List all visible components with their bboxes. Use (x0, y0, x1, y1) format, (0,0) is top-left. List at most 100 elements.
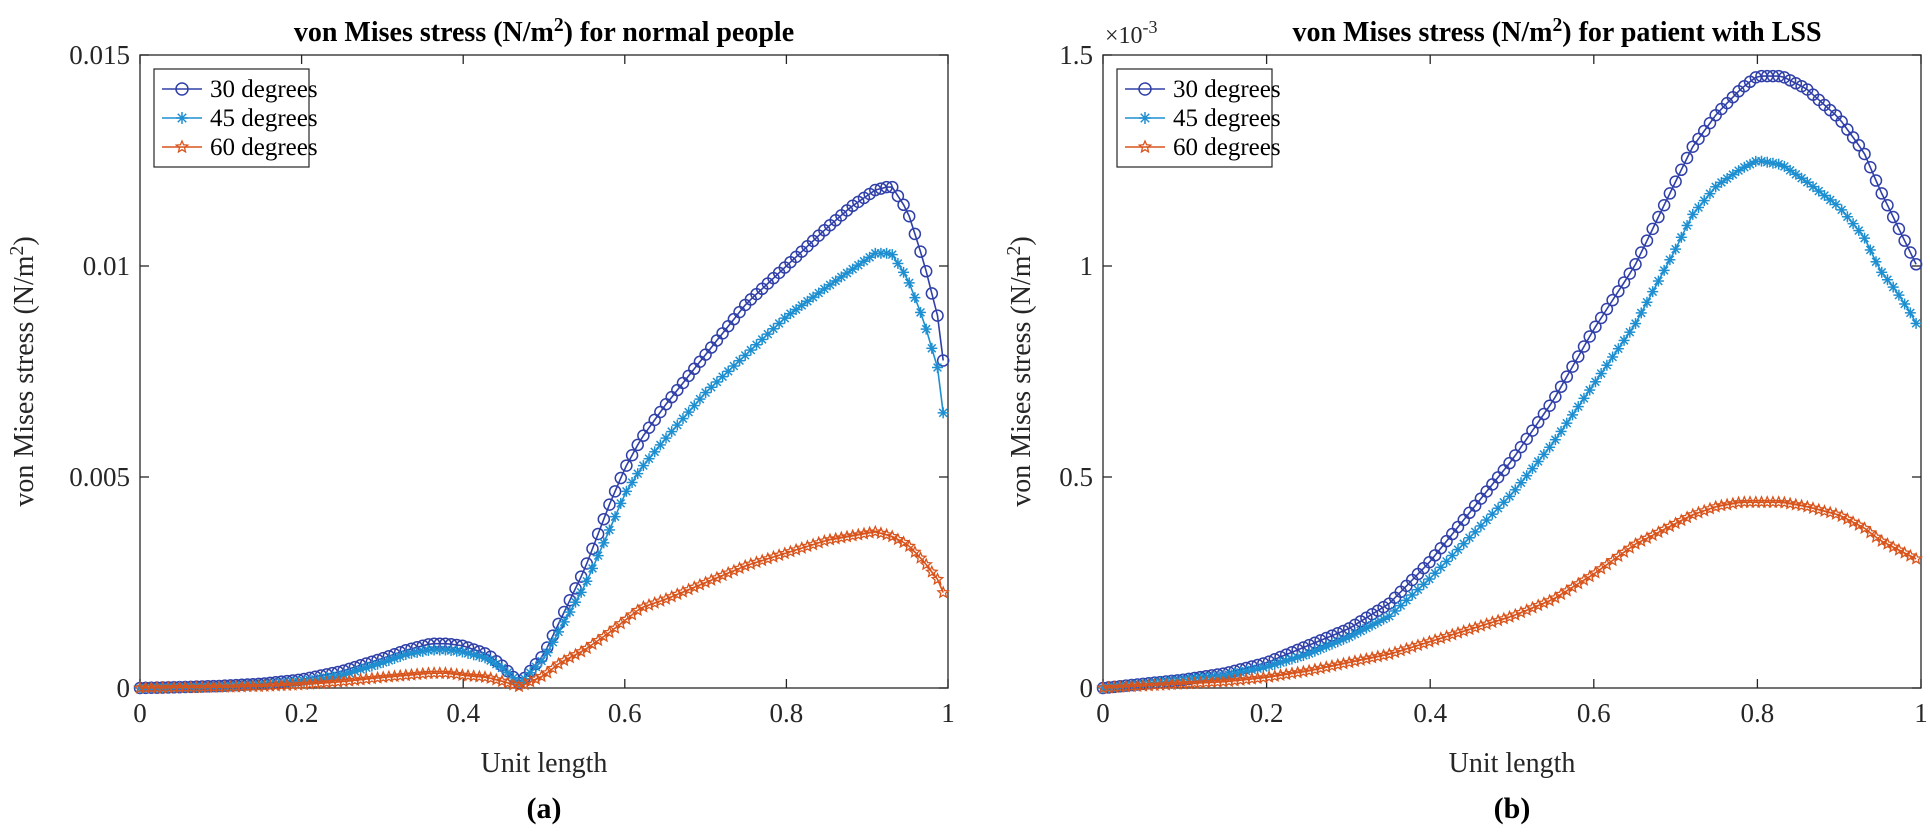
y-axis-multiplier: ×10-3 (1105, 17, 1158, 49)
legend-item: 45 degrees (162, 105, 318, 132)
data-point (1239, 672, 1254, 686)
data-point (1554, 587, 1568, 601)
data-point (721, 565, 736, 579)
data-point (342, 673, 357, 687)
data-point (897, 198, 910, 212)
data-point (1611, 549, 1626, 563)
data-point (1870, 256, 1882, 268)
data-point (681, 582, 696, 596)
data-point (365, 671, 379, 685)
data-point (585, 637, 600, 651)
data-point (1532, 455, 1544, 467)
data-point (902, 539, 916, 553)
data-point (592, 550, 604, 562)
x-tick-label: 1 (1914, 698, 1928, 728)
data-point (647, 595, 662, 609)
data-point (625, 449, 639, 462)
y-tick-label: 0.015 (69, 40, 130, 70)
data-point (1687, 208, 1699, 220)
panel-label: (a) (527, 792, 562, 825)
data-point (579, 641, 594, 655)
data-point (608, 620, 622, 634)
data-point (902, 209, 916, 223)
data-point (1515, 477, 1527, 489)
panel-label: (b) (1494, 792, 1531, 825)
data-point (1348, 654, 1362, 668)
data-point (1670, 243, 1682, 255)
data-point (1537, 407, 1551, 421)
data-point (1286, 653, 1298, 665)
data-point (868, 524, 883, 538)
data-point (1880, 536, 1895, 550)
data-point (767, 323, 779, 335)
y-tick-label: 0.5 (1059, 462, 1093, 492)
series-line (139, 186, 944, 689)
data-point (581, 575, 593, 587)
data-point (1496, 611, 1511, 625)
data-point (1520, 432, 1533, 446)
data-point (1783, 74, 1797, 87)
data-point (1903, 548, 1918, 562)
data-point (366, 660, 378, 672)
data-point (1382, 647, 1397, 661)
data-point (794, 540, 809, 554)
data-point (1864, 244, 1876, 256)
data-point (1600, 302, 1614, 316)
data-point (1646, 222, 1659, 236)
data-point (613, 616, 628, 630)
data-point (1594, 311, 1608, 325)
data-point (796, 299, 808, 311)
data-point (1834, 509, 1849, 523)
data-point (1841, 211, 1853, 223)
data-point (1307, 662, 1322, 676)
data-point (824, 279, 836, 291)
data-point (1836, 204, 1848, 216)
data-point (1554, 380, 1568, 393)
chart-title: von Mises stress (N/m2) for normal peopl… (294, 15, 794, 49)
data-point (626, 476, 638, 488)
data-point (398, 668, 413, 682)
data-point (772, 548, 787, 562)
series-line (139, 252, 944, 689)
data-point (558, 616, 570, 628)
data-point (1365, 650, 1380, 664)
data-point (1629, 258, 1642, 271)
data-point (1137, 139, 1153, 154)
data-point (1262, 669, 1276, 683)
x-tick-label: 0.6 (608, 698, 642, 728)
data-point (835, 271, 847, 283)
data-point (568, 647, 583, 661)
data-point (353, 672, 368, 686)
x-axis-label: Unit length (481, 748, 608, 779)
data-point (879, 527, 894, 541)
x-axis-label: Unit length (1449, 748, 1576, 779)
data-point (1605, 553, 1620, 567)
data-point (175, 82, 189, 96)
data-point (1887, 281, 1899, 293)
legend-item: 60 degrees (1125, 134, 1281, 161)
data-point (1811, 502, 1826, 516)
data-point (1509, 449, 1522, 462)
data-point (1874, 533, 1889, 547)
data-point (1807, 181, 1819, 193)
data-point (1296, 664, 1311, 678)
data-point (885, 529, 900, 543)
data-point (823, 532, 837, 546)
series-30-degrees (133, 180, 950, 695)
data-point (1411, 638, 1425, 652)
data-point (1429, 567, 1441, 579)
series-line (1102, 160, 1917, 689)
data-point (806, 537, 820, 551)
x-tick-label: 0.4 (446, 698, 480, 728)
data-point (783, 544, 798, 558)
legend-label: 45 degrees (210, 105, 318, 132)
y-tick-label: 1.5 (1059, 40, 1093, 70)
data-point (834, 530, 849, 544)
data-point (1612, 285, 1625, 298)
data-point (1433, 631, 1448, 645)
data-point (1582, 569, 1597, 583)
data-point (637, 460, 649, 472)
data-point (1446, 549, 1458, 561)
data-point (331, 674, 345, 688)
